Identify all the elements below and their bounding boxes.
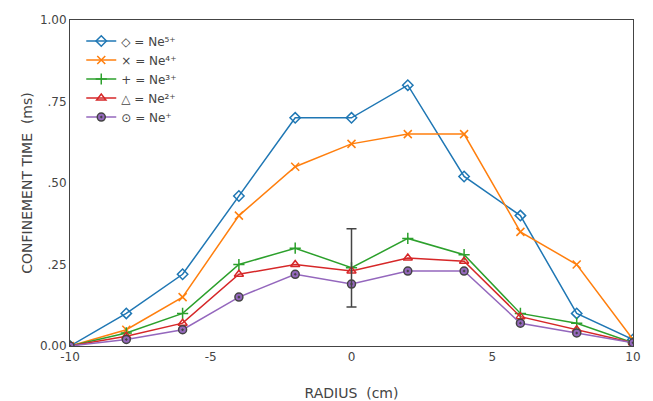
- svg-text:0: 0: [348, 350, 356, 364]
- svg-text:△ = Ne²⁺: △ = Ne²⁺: [121, 92, 175, 106]
- svg-text:.75: .75: [48, 95, 67, 109]
- svg-text:CONFINEMENT TIME (ms): CONFINEMENT TIME (ms): [19, 92, 35, 274]
- svg-text:+ = Ne³⁺: + = Ne³⁺: [121, 73, 176, 87]
- svg-text:0.00: 0.00: [40, 339, 67, 353]
- svg-text:5: 5: [488, 350, 496, 364]
- svg-text:-10: -10: [60, 350, 80, 364]
- svg-text:× = Ne⁴⁺: × = Ne⁴⁺: [121, 54, 176, 68]
- svg-text:.25: .25: [48, 258, 67, 272]
- svg-text:-5: -5: [205, 350, 217, 364]
- svg-text:.50: .50: [48, 176, 67, 190]
- svg-text:◇ = Ne⁵⁺: ◇ = Ne⁵⁺: [121, 35, 175, 49]
- svg-text:1.00: 1.00: [40, 13, 67, 27]
- svg-text:⊙ = Ne⁺: ⊙ = Ne⁺: [121, 111, 171, 125]
- svg-text:RADIUS (cm): RADIUS (cm): [305, 385, 399, 401]
- svg-text:10: 10: [625, 350, 640, 364]
